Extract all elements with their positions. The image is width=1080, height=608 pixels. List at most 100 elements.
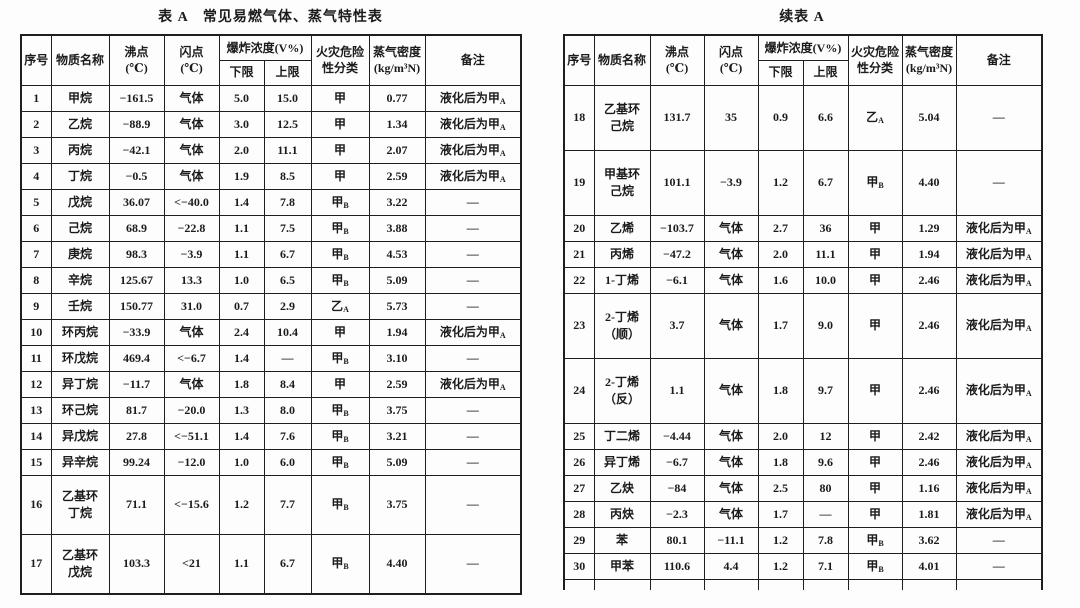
cell-lel: 1.8 [218,370,265,398]
cell-boiling-point: −84 [649,474,705,502]
table-row: 23 2-丁烯 （顺） 3.7 气体 1.7 9.0 甲 2.46 液化后为甲A [563,292,1043,359]
cell-lel: 1.3 [218,396,265,424]
subscript-label: A [499,148,506,158]
cell-note: 液化后为甲A [955,266,1043,294]
cell-flash-point: 4.4 [703,552,759,580]
cell-vapor-density: 1.29 [901,214,957,242]
cell-note: — [424,474,522,535]
cell-substance-name: 甲烷 [50,84,110,112]
cell-flash-point: 气体 [703,292,759,359]
cell-vapor-density: 3.62 [901,526,957,554]
table-row: 17 乙基环 戊烷 103.3 <21 1.1 6.7 甲B 4.40— [20,533,522,594]
cell-hazard-class: 乙A [847,84,903,151]
cell-vapor-density: 2.46 [901,266,957,294]
col-header-lel: 下限 [218,59,265,86]
table-row: 30 甲苯 110.6 4.4 1.2 7.1 甲B 4.01— [563,552,1043,580]
cell-lel: 1.4 [218,422,265,450]
cell-boiling-point: −47.2 [649,240,705,268]
subscript-label: A [1025,278,1032,288]
cell-seq: 26 [563,448,595,476]
cell-vapor-density: 4.53 [368,240,426,268]
cell-seq: 20 [563,214,595,242]
cell-boiling-point: −6.1 [649,266,705,294]
cell-flash-point: <21 [163,533,220,594]
table-b-continued: 序号 物质名称 沸点 (℃) 闪点 (℃) 爆炸浓度(V%) 火灾危险 性分类 … [563,34,1044,590]
cell-note: 液化后为甲A [955,474,1043,502]
cell-vapor-density: 2.46 [901,292,957,359]
cell-flash-point: <−15.6 [163,474,220,535]
cell-hazard-class: 甲 [847,292,903,359]
cell-lel: 1.2 [757,552,804,580]
cell-substance-name: 乙基环 戊烷 [50,533,110,594]
cell-boiling-point: −88.9 [108,110,165,138]
cell-seq: 11 [20,344,52,372]
subscript-label: A [343,304,349,314]
cell-vapor-density: 3.88 [368,214,426,242]
col-header-substance-name: 物质名称 [593,34,651,86]
cell-substance-name: 壬烷 [50,292,110,320]
cell-note: — [424,533,522,594]
cell-flash-point: −20.0 [163,396,220,424]
cell-empty [847,578,903,590]
cell-flash-point: 气体 [703,500,759,528]
cell-lel: 3.0 [218,110,265,138]
cell-seq: 8 [20,266,52,294]
cell-note: — [424,448,522,476]
subscript-label: A [1025,434,1032,444]
cell-substance-name: 乙烷 [50,110,110,138]
cell-seq: 3 [20,136,52,164]
table-row: 5 戊烷 36.07 <−40.0 1.4 7.8 甲B 3.22— [20,188,522,216]
col-header-explosive-concentration: 爆炸浓度(V%) [218,34,312,61]
cell-seq: 10 [20,318,52,346]
cell-note: 液化后为甲A [955,422,1043,450]
subscript-label: B [343,503,349,513]
cell-flash-point: 气体 [163,136,220,164]
table-row: 3 丙烷 −42.1 气体 2.0 11.1 甲 2.07 液化后为甲A [20,136,522,164]
cell-flash-point: 气体 [703,422,759,450]
cell-uel: 9.7 [802,357,849,424]
cell-flash-point: <−51.1 [163,422,220,450]
cell-boiling-point: −33.9 [108,318,165,346]
cell-vapor-density: 2.42 [901,422,957,450]
col-header-vapor-density: 蒸气密度 (kg/m³N) [368,34,426,86]
cell-flash-point: −3.9 [703,149,759,216]
table-row: 9 壬烷 150.77 31.0 0.7 2.9 乙A 5.73— [20,292,522,320]
cell-seq: 12 [20,370,52,398]
cell-uel: 8.5 [263,162,312,190]
cell-hazard-class: 甲B [310,422,370,450]
cell-vapor-density: 3.75 [368,396,426,424]
subscript-label: A [1025,460,1032,470]
table-row: 29 苯 80.1 −11.1 1.2 7.8 甲B 3.62— [563,526,1043,554]
cell-boiling-point: −161.5 [108,84,165,112]
cell-lel: 1.0 [218,448,265,476]
cell-seq: 7 [20,240,52,268]
cell-uel: 7.8 [802,526,849,554]
cell-substance-name: 环戊烷 [50,344,110,372]
cell-vapor-density: 3.22 [368,188,426,216]
cell-vapor-density: 1.94 [368,318,426,346]
cell-flash-point: 气体 [703,357,759,424]
subscript-label: A [499,382,506,392]
cell-vapor-density: 1.94 [901,240,957,268]
subscript-label: B [343,434,349,444]
table-row: 14 异戊烷 27.8 <−51.1 1.4 7.6 甲B 3.21— [20,422,522,450]
table-row: 26 异丁烯 −6.7 气体 1.8 9.6 甲 2.46 液化后为甲A [563,448,1043,476]
cell-hazard-class: 甲 [847,500,903,528]
cell-seq: 17 [20,533,52,594]
subscript-label: A [1025,324,1032,334]
cell-seq: 19 [563,149,595,216]
cell-note: — [424,344,522,372]
table-row: 13 环己烷 81.7 −20.0 1.3 8.0 甲B 3.75— [20,396,522,424]
cell-boiling-point: 469.4 [108,344,165,372]
table-a: 序号 物质名称 沸点 (℃) 闪点 (℃) 爆炸浓度(V%) 火灾危险 性分类 … [20,34,523,595]
table-a-title: 表 A 常见易燃气体、蒸气特性表 [158,10,383,25]
cell-note: 液化后为甲A [424,110,522,138]
col-header-boiling-point: 沸点 (℃) [649,34,705,86]
table-row: 27 乙炔 −84 气体 2.5 80 甲 1.16 液化后为甲A [563,474,1043,502]
cell-hazard-class: 甲B [310,240,370,268]
subscript-label: B [343,356,349,366]
col-header-substance-name: 物质名称 [50,34,110,86]
cell-note: 液化后为甲A [424,370,522,398]
cell-empty [703,578,759,590]
